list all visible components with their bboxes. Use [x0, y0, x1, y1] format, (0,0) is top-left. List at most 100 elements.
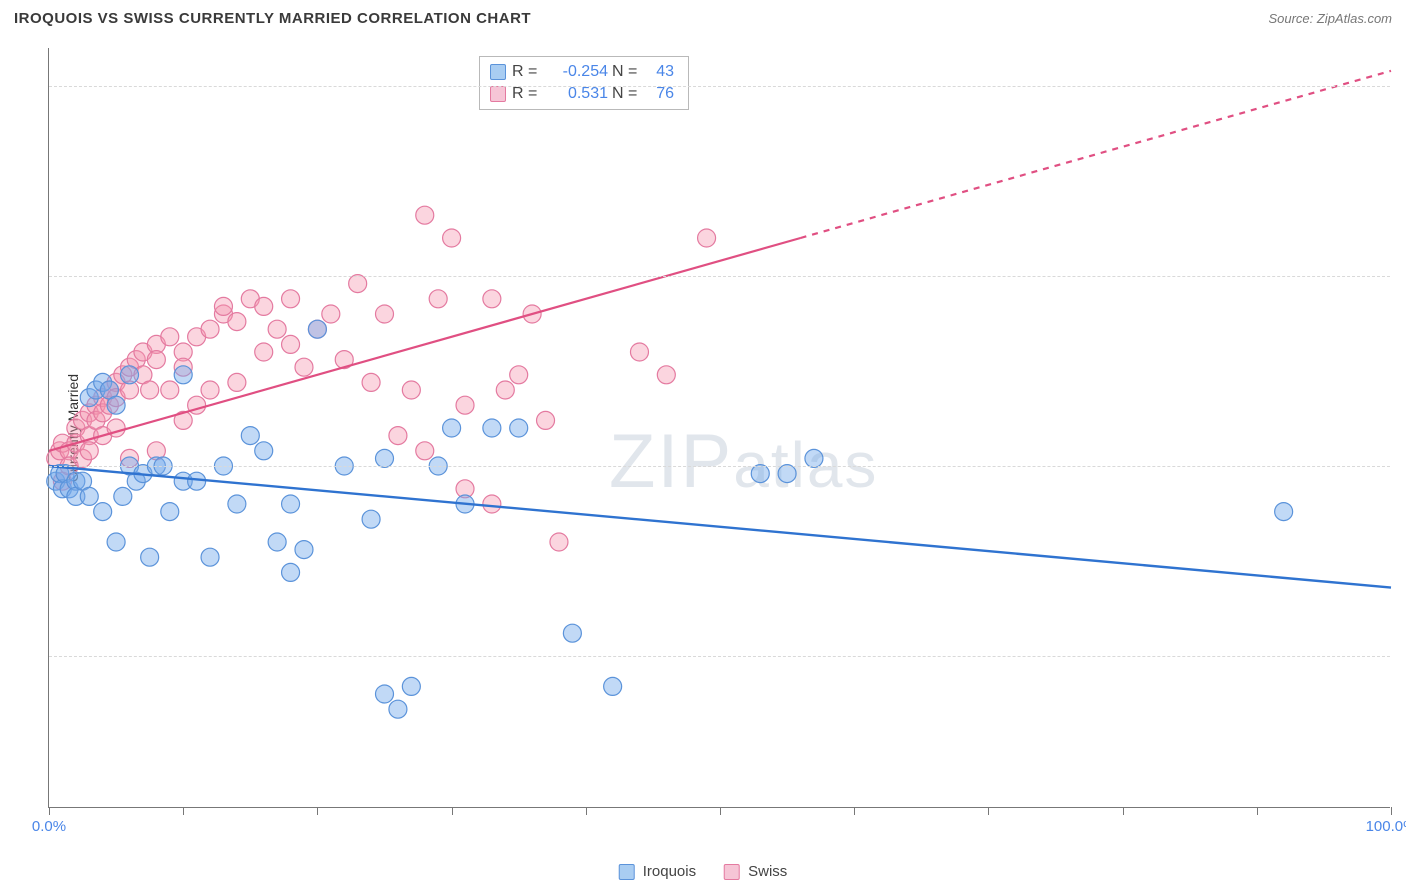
point-iroquois [402, 677, 420, 695]
point-swiss [161, 381, 179, 399]
point-iroquois [161, 503, 179, 521]
point-swiss [141, 381, 159, 399]
point-iroquois [563, 624, 581, 642]
point-iroquois [241, 427, 259, 445]
point-iroquois [80, 487, 98, 505]
point-iroquois [510, 419, 528, 437]
x-tick-label: 100.0% [1366, 818, 1406, 835]
legend-item-swiss: Swiss [724, 863, 787, 880]
x-tick [988, 807, 989, 815]
point-iroquois [376, 449, 394, 467]
x-tick [49, 807, 50, 815]
x-tick [183, 807, 184, 815]
point-swiss [416, 206, 434, 224]
point-iroquois [778, 465, 796, 483]
point-iroquois [94, 503, 112, 521]
point-iroquois [141, 548, 159, 566]
point-swiss [228, 373, 246, 391]
x-tick [317, 807, 318, 815]
point-swiss [282, 290, 300, 308]
legend-label-iroquois: Iroquois [643, 863, 696, 880]
y-tick-label: 50.0% [1400, 458, 1406, 475]
point-swiss [483, 290, 501, 308]
gridline [49, 656, 1390, 657]
point-iroquois [282, 495, 300, 513]
page-title: IROQUOIS VS SWISS CURRENTLY MARRIED CORR… [14, 10, 531, 27]
point-iroquois [107, 533, 125, 551]
point-swiss [698, 229, 716, 247]
x-tick [1391, 807, 1392, 815]
gridline [49, 86, 1390, 87]
point-swiss [282, 335, 300, 353]
scatter-plot [49, 48, 1390, 807]
point-iroquois [443, 419, 461, 437]
point-swiss [550, 533, 568, 551]
point-iroquois [389, 700, 407, 718]
x-tick [720, 807, 721, 815]
point-iroquois [268, 533, 286, 551]
trendline-iroquois [49, 466, 1391, 588]
point-swiss [255, 343, 273, 361]
point-iroquois [376, 685, 394, 703]
point-swiss [510, 366, 528, 384]
point-swiss [402, 381, 420, 399]
point-iroquois [604, 677, 622, 695]
point-swiss [322, 305, 340, 323]
y-tick-label: 25.0% [1400, 648, 1406, 665]
point-iroquois [107, 396, 125, 414]
point-swiss [657, 366, 675, 384]
point-iroquois [282, 563, 300, 581]
point-swiss [161, 328, 179, 346]
point-swiss [268, 320, 286, 338]
point-swiss [362, 373, 380, 391]
x-tick [452, 807, 453, 815]
legend-swatch-swiss [724, 864, 740, 880]
y-tick-label: 100.0% [1400, 78, 1406, 95]
point-swiss [389, 427, 407, 445]
point-swiss [80, 442, 98, 460]
source-label: Source: ZipAtlas.com [1268, 11, 1392, 26]
point-swiss [201, 320, 219, 338]
legend-item-iroquois: Iroquois [619, 863, 696, 880]
point-swiss [429, 290, 447, 308]
x-tick [1123, 807, 1124, 815]
x-tick [1257, 807, 1258, 815]
point-swiss [376, 305, 394, 323]
point-iroquois [188, 472, 206, 490]
y-tick-label: 75.0% [1400, 268, 1406, 285]
point-iroquois [751, 465, 769, 483]
point-swiss [456, 396, 474, 414]
point-swiss [537, 411, 555, 429]
x-tick [586, 807, 587, 815]
point-iroquois [114, 487, 132, 505]
point-iroquois [255, 442, 273, 460]
point-iroquois [805, 449, 823, 467]
point-swiss [416, 442, 434, 460]
point-swiss [228, 313, 246, 331]
legend-swatch-iroquois [619, 864, 635, 880]
point-swiss [201, 381, 219, 399]
chart-area: Currently Married ZIPatlas R = -0.254 N … [48, 48, 1390, 808]
chart-legend: Iroquois Swiss [619, 863, 788, 880]
point-iroquois [483, 419, 501, 437]
legend-label-swiss: Swiss [748, 863, 787, 880]
point-iroquois [228, 495, 246, 513]
point-iroquois [1275, 503, 1293, 521]
point-iroquois [201, 548, 219, 566]
point-swiss [630, 343, 648, 361]
point-iroquois [308, 320, 326, 338]
point-iroquois [174, 366, 192, 384]
point-swiss [443, 229, 461, 247]
point-swiss [295, 358, 313, 376]
point-swiss [496, 381, 514, 399]
point-swiss [214, 297, 232, 315]
point-iroquois [362, 510, 380, 528]
trendline-swiss-dashed [801, 71, 1391, 238]
x-tick-label: 0.0% [32, 818, 66, 835]
point-swiss [483, 495, 501, 513]
point-iroquois [295, 541, 313, 559]
point-swiss [255, 297, 273, 315]
point-iroquois [121, 366, 139, 384]
point-swiss [349, 275, 367, 293]
x-tick [854, 807, 855, 815]
